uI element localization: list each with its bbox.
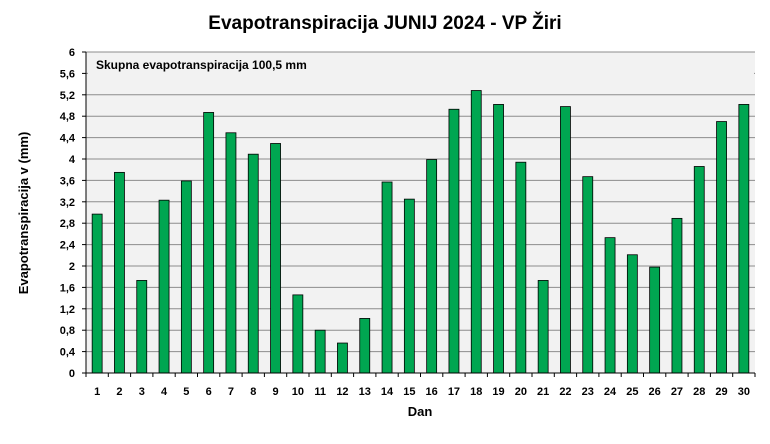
bar-day-13 [359, 318, 371, 374]
x-tick-label: 10 [292, 386, 304, 398]
y-tick-label: 5,2 [60, 90, 75, 102]
bar-day-15 [403, 198, 415, 374]
x-tick-label: 26 [649, 386, 661, 398]
plot-area: 0 0,4 0,8 1,2 1,6 2 2,4 2,8 3,2 3,6 4 4,4 4,8 5,2 5,6 6… [60, 47, 756, 398]
y-tick-label: 1,2 [60, 304, 75, 316]
bar-day-2 [114, 171, 125, 374]
x-tick-label: 22 [559, 386, 571, 398]
x-tick-label: 17 [448, 386, 460, 398]
y-axis-label: Evapotranspiracija v (mm) [16, 132, 31, 295]
x-tick-label: 23 [582, 386, 594, 398]
x-tick-label: 12 [336, 386, 348, 398]
bar-day-1 [91, 213, 103, 374]
x-tick-label: 18 [470, 386, 482, 398]
bar-day-21 [537, 280, 549, 374]
bar-day-6 [203, 112, 215, 374]
x-tick-label: 28 [693, 386, 705, 398]
x-tick-label: 20 [515, 386, 527, 398]
x-tick-label: 27 [671, 386, 683, 398]
bar-day-4 [158, 199, 170, 374]
x-tick-label: 9 [272, 386, 278, 398]
bar-day-26 [649, 266, 661, 374]
bar-day-14 [381, 181, 393, 374]
bar-day-18 [470, 90, 482, 374]
bar-day-20 [515, 161, 527, 374]
y-tick-label: 2,4 [60, 240, 76, 252]
y-tick-label: 1,6 [60, 282, 75, 294]
x-tick-label: 4 [161, 386, 168, 398]
y-tick-label: 2 [69, 261, 75, 273]
x-tick-label: 2 [116, 386, 122, 398]
bar-day-29 [716, 121, 727, 374]
y-tick-label: 4,4 [60, 133, 76, 145]
annotation-total: Skupna evapotranspiracija 100,5 mm [96, 58, 307, 72]
x-tick-label: 29 [715, 386, 727, 398]
x-tick-label: 8 [250, 386, 256, 398]
bar-day-10 [292, 294, 304, 374]
bar-day-22 [560, 106, 571, 374]
x-tick-label: 16 [426, 386, 438, 398]
y-tick-label: 0,4 [60, 347, 76, 359]
y-tick-label: 3,2 [60, 197, 75, 209]
bar-day-11 [314, 329, 326, 374]
y-tick-label: 5,6 [60, 68, 75, 80]
bar-day-8 [247, 153, 259, 374]
bar-day-24 [604, 237, 616, 374]
bar-day-7 [225, 132, 237, 374]
bar-day-25 [626, 254, 638, 374]
bar-day-19 [493, 104, 504, 374]
y-tick-label: 6 [69, 47, 75, 59]
bar-day-3 [136, 280, 148, 374]
y-tick-label: 4 [69, 154, 76, 166]
x-tick-label: 14 [381, 386, 394, 398]
x-tick-label: 21 [537, 386, 549, 398]
bar-day-27 [671, 217, 683, 374]
bar-day-5 [180, 180, 192, 374]
x-tick-label: 30 [738, 386, 750, 398]
x-tick-label: 1 [94, 386, 100, 398]
bar-day-23 [582, 176, 594, 374]
x-tick-label: 25 [626, 386, 638, 398]
x-tick-label: 13 [359, 386, 371, 398]
x-tick-label: 15 [403, 386, 415, 398]
bar-day-17 [448, 108, 460, 374]
annotation-box [88, 53, 754, 74]
plot-background [86, 52, 755, 373]
bar-day-16 [426, 159, 438, 374]
x-axis-label: Dan [408, 404, 433, 419]
x-tick-label: 19 [492, 386, 504, 398]
y-tick-label: 0,8 [60, 325, 75, 337]
bar-day-9 [270, 143, 281, 374]
bar-day-30 [738, 104, 750, 374]
bar-day-28 [693, 166, 705, 374]
x-tick-label: 5 [183, 386, 189, 398]
x-tick-label: 24 [604, 386, 617, 398]
x-tick-label: 3 [139, 386, 145, 398]
y-tick-label: 2,8 [60, 218, 75, 230]
chart-title: Evapotranspiracija JUNIJ 2024 - VP Žiri [208, 12, 561, 34]
x-tick-label: 6 [206, 386, 212, 398]
y-tick-label: 0 [69, 368, 75, 380]
y-tick-label: 4,8 [60, 111, 75, 123]
x-tick-label: 7 [228, 386, 234, 398]
y-tick-label: 3,6 [60, 175, 75, 187]
x-tick-label: 11 [314, 386, 326, 398]
bar-day-12 [337, 342, 348, 374]
